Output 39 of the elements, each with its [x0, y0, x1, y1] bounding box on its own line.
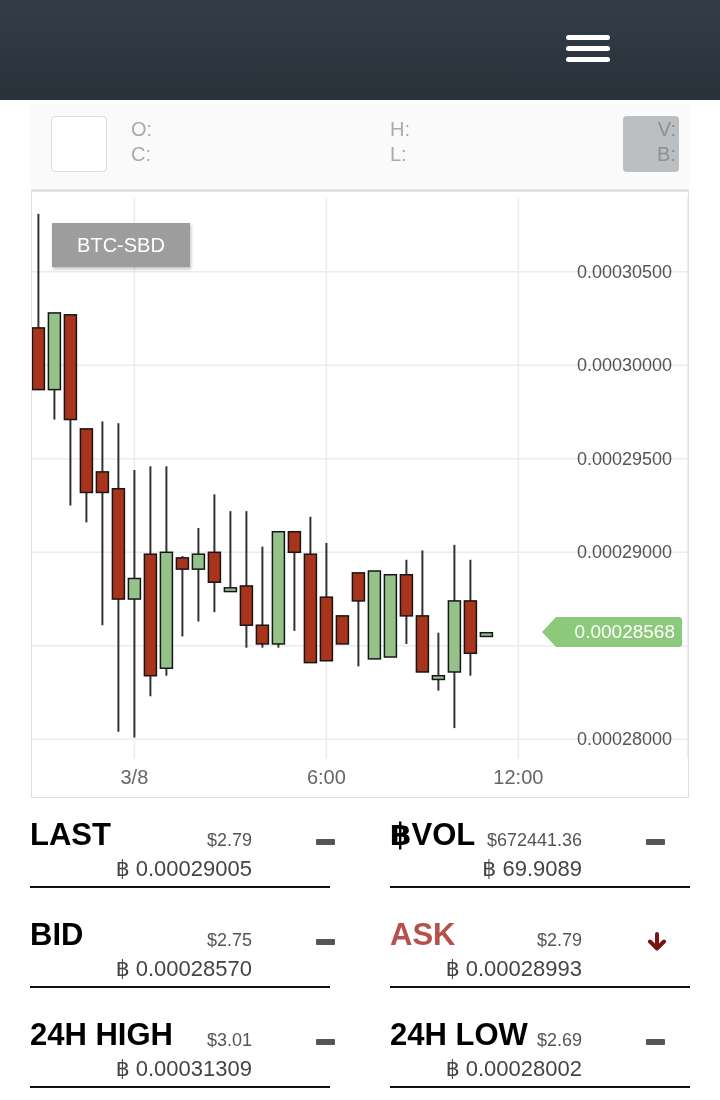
text: C:	[131, 143, 151, 165]
text: ฿ 0.00028570	[115, 956, 252, 981]
text: LAST	[30, 817, 111, 852]
text: $2.79	[536, 930, 582, 950]
y-tick-label: 0.00029500	[576, 448, 672, 469]
text: ASK	[390, 917, 456, 952]
candlestick	[255, 545, 270, 649]
candlestick	[95, 420, 110, 627]
x-tick-label: 12:00	[493, 766, 544, 788]
text: ฿ 0.00028993	[445, 956, 582, 981]
candlestick	[287, 530, 302, 632]
candlestick	[191, 526, 206, 623]
candlestick	[175, 555, 190, 638]
text: $3.01	[206, 1030, 252, 1050]
text: 24H LOW	[390, 1017, 528, 1052]
candlestick	[223, 510, 238, 593]
x-tick-label: 3/8	[120, 766, 149, 788]
y-tick-label: 0.00029000	[576, 542, 672, 563]
y-tick-label: 0.00030500	[576, 261, 672, 282]
text: BID	[30, 917, 84, 952]
text: ฿ 0.00031309	[115, 1056, 252, 1081]
y-tick-label: 0.00028000	[576, 729, 672, 750]
annotation: 0.00028568	[574, 621, 675, 642]
text: ฿ 69.9089	[482, 856, 582, 881]
text: L:	[390, 143, 407, 165]
text: 24H HIGH	[30, 1017, 173, 1052]
x-tick-label: 6:00	[306, 766, 346, 788]
y-tick-label: 0.00030000	[576, 355, 672, 376]
text: BTC-SBD	[77, 234, 165, 256]
text: H:	[390, 118, 410, 140]
text: $672441.36	[486, 830, 582, 850]
text: ฿ 0.00029005	[115, 856, 252, 881]
text: ฿VOL	[390, 817, 476, 852]
candlestick	[431, 631, 446, 692]
text: $2.79	[206, 830, 252, 850]
text: O:	[131, 118, 153, 140]
text: ฿ 0.00028002	[445, 1056, 582, 1081]
text: $2.75	[206, 930, 252, 950]
text: $2.69	[536, 1030, 582, 1050]
